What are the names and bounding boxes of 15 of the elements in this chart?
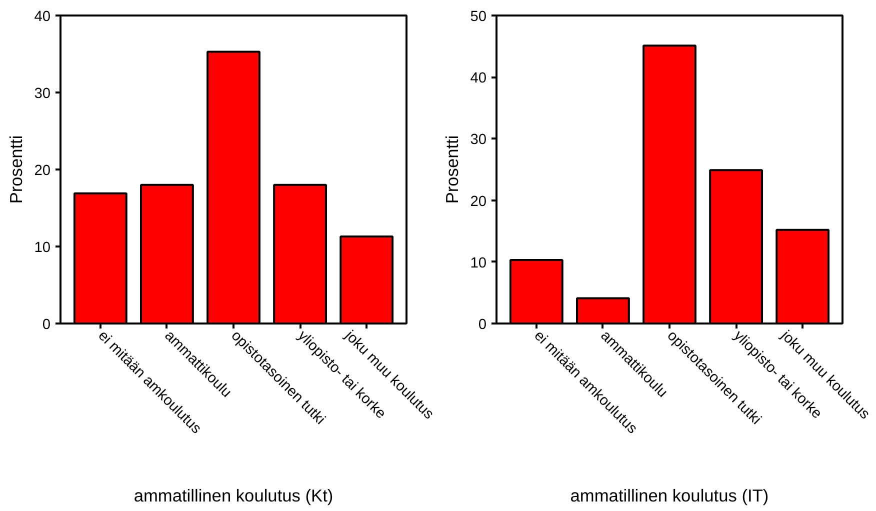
y-tick-label: 20 bbox=[34, 163, 51, 179]
x-axis-title: ammatillinen koulutus (IT) bbox=[570, 486, 769, 506]
y-tick-label: 40 bbox=[470, 70, 487, 87]
y-axis-title: Prosentti bbox=[442, 135, 462, 204]
y-tick-label: 30 bbox=[470, 132, 487, 148]
y-tick-label: 20 bbox=[470, 194, 487, 210]
y-tick-label: 0 bbox=[478, 317, 487, 333]
y-axis-title: Prosentti bbox=[6, 135, 26, 204]
y-tick-label: 40 bbox=[34, 9, 51, 25]
y-tick-label: 30 bbox=[34, 86, 51, 102]
y-tick-label: 10 bbox=[34, 240, 51, 256]
x-axis-title: ammatillinen koulutus (Kt) bbox=[134, 486, 334, 506]
y-tick-label: 10 bbox=[470, 255, 487, 272]
y-tick-label: 50 bbox=[470, 9, 487, 25]
y-tick-label: 0 bbox=[42, 317, 51, 333]
